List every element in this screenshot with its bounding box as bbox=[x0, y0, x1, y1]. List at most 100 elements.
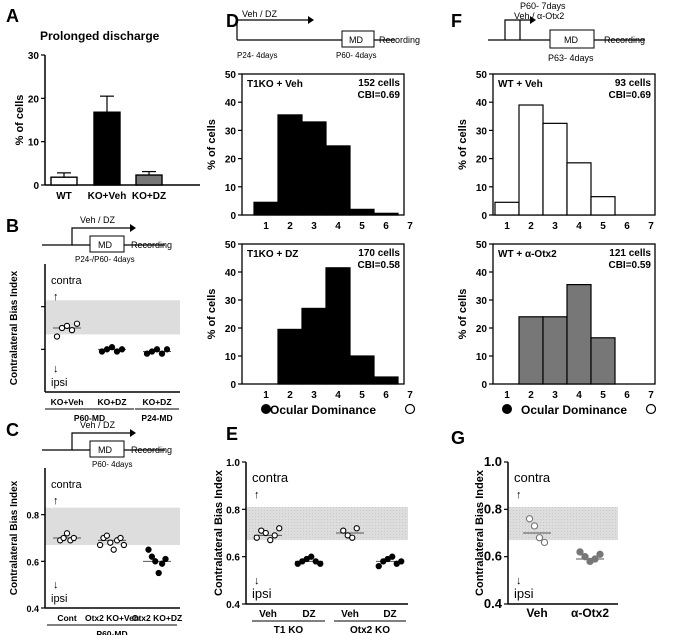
timeline-d-drug: Veh / DZ bbox=[242, 9, 278, 19]
c-x-tick-label: Cont bbox=[57, 613, 77, 623]
g-data-point bbox=[535, 534, 544, 542]
d-top-y-axis-label: % of cells bbox=[206, 119, 218, 170]
f-bottom-x-tick-label: 2 bbox=[528, 390, 534, 401]
c-contra-arrow: ↑ bbox=[53, 495, 59, 507]
f-bottom-x-tick-label: 3 bbox=[552, 390, 558, 401]
d-top-y-tick-label: 10 bbox=[225, 183, 237, 194]
d-top-title: T1KO + Veh bbox=[247, 79, 303, 90]
timeline-f-line bbox=[504, 19, 530, 40]
d-top-y-tick-label: 30 bbox=[225, 126, 237, 137]
e-data-point bbox=[271, 532, 278, 539]
b-contra-label: contra bbox=[51, 275, 82, 287]
c-ipsi-label: ipsi bbox=[51, 593, 68, 605]
b-data-point bbox=[153, 346, 161, 353]
timeline-c-arrowhead bbox=[130, 429, 136, 437]
f-bottom-y-tick-label: 10 bbox=[476, 352, 488, 363]
d-bottom-x-tick-label: 4 bbox=[335, 390, 341, 401]
f-bottom-ipsi-eye-marker bbox=[645, 403, 657, 415]
d-bottom-y-tick-label: 40 bbox=[225, 268, 237, 279]
b-data-point bbox=[53, 333, 61, 340]
panel-f-chart-bottom: 0 10 20 30 40 50 % of cells WT + α-Otx2 121 cell… bbox=[457, 240, 657, 417]
a-bar bbox=[135, 174, 163, 186]
d-bottom-bar bbox=[373, 376, 399, 385]
timeline-d-arrowhead bbox=[308, 16, 314, 24]
f-bottom-contra-eye-marker bbox=[502, 404, 512, 414]
panel-f-timeline: P60- 7days Veh / α-Otx2 MD Recording P63… bbox=[488, 1, 645, 63]
g-data-point bbox=[581, 553, 589, 561]
timeline-b-line bbox=[42, 227, 130, 246]
c-data-point bbox=[70, 534, 77, 542]
panel-d-timeline: Veh / DZ MD Recording P24- 4days P60- 4d… bbox=[236, 9, 420, 60]
g-data-point bbox=[596, 550, 604, 558]
b-ipsi-arrow: ↓ bbox=[53, 363, 59, 375]
f-top-bar bbox=[590, 196, 616, 216]
f-top-cells: 93 cells bbox=[615, 78, 652, 89]
b-x-tick-label: KO+DZ bbox=[142, 397, 171, 407]
timeline-d-box-label: MD bbox=[349, 35, 363, 45]
d-bottom-y-tick-label: 20 bbox=[225, 324, 237, 335]
f-top-bar bbox=[542, 122, 568, 216]
g-y-tick-label: 0.6 bbox=[484, 549, 502, 564]
g-data-point bbox=[591, 555, 599, 563]
f-top-y-axis-label: % of cells bbox=[457, 119, 469, 170]
timeline-b-md-box bbox=[89, 235, 125, 253]
timeline-f-arrowhead bbox=[530, 16, 536, 24]
panel-letter-c: C bbox=[6, 420, 19, 440]
f-top-x-tick-label: 6 bbox=[624, 221, 630, 232]
d-bottom-x-tick-label: 6 bbox=[383, 390, 389, 401]
d-top-bar bbox=[373, 212, 399, 216]
timeline-b-arrowhead bbox=[130, 224, 136, 232]
f-bottom-y-tick-label: 20 bbox=[476, 324, 488, 335]
d-top-x-tick-label: 4 bbox=[335, 221, 341, 232]
c-data-point bbox=[152, 558, 159, 565]
panel-c-timeline: Veh / DZ MD Recording P60- 4days bbox=[42, 420, 172, 469]
d-bottom-x-tick-label: 1 bbox=[263, 390, 269, 401]
e-data-point bbox=[308, 553, 315, 560]
g-y-tick-label: 1.0 bbox=[484, 454, 502, 469]
panel-letter-b: B bbox=[6, 216, 19, 236]
e-x-tick-label: DZ bbox=[302, 609, 315, 620]
c-data-point bbox=[103, 532, 111, 539]
f-top-bar bbox=[494, 201, 520, 216]
f-bottom-x-tick-label: 5 bbox=[600, 390, 606, 401]
panel-f: P60- 7days Veh / α-Otx2 MD Recording P63… bbox=[457, 1, 657, 417]
a-y-tick-label: 20 bbox=[28, 94, 40, 105]
f-bottom-bar bbox=[542, 316, 568, 385]
b-group-label: P60-MD bbox=[74, 413, 105, 423]
d-bottom-bar bbox=[301, 307, 327, 385]
a-y-tick-label: 30 bbox=[28, 51, 40, 62]
g-contra-label: contra bbox=[514, 470, 551, 485]
f-bottom-y-tick-label: 40 bbox=[476, 268, 488, 279]
b-data-point bbox=[63, 322, 71, 330]
f-bottom-y-tick-label: 0 bbox=[481, 380, 487, 391]
d-bottom-x-tick-label: 2 bbox=[287, 390, 293, 401]
c-data-point bbox=[162, 555, 169, 563]
g-x-tick-label: α-Otx2 bbox=[571, 606, 609, 620]
d-top-x-tick-label: 3 bbox=[311, 221, 317, 232]
e-y-tick-label: 0.6 bbox=[226, 553, 240, 564]
e-data-point bbox=[349, 534, 356, 541]
c-x-tick-label: Otx2 KO+DZ bbox=[132, 613, 182, 623]
b-data-point bbox=[158, 350, 166, 357]
d-bottom-y-tick-label: 50 bbox=[225, 240, 237, 251]
timeline-f-drug2: Veh / α-Otx2 bbox=[514, 11, 564, 21]
a-x-tick-label: KO+DZ bbox=[132, 191, 166, 202]
timeline-f-md-box bbox=[549, 29, 595, 49]
d-bottom-x-axis-label: Ocular Dominance bbox=[270, 403, 376, 417]
d-bottom-title: T1KO + DZ bbox=[247, 249, 298, 260]
f-bottom-x-tick-label: 7 bbox=[648, 390, 654, 401]
a-bar bbox=[93, 111, 121, 186]
panel-c: Veh / DZ MD Recording P60- 4days 0.40.60… bbox=[9, 420, 182, 635]
d-bottom-cells: 170 cells bbox=[358, 248, 400, 259]
e-data-point bbox=[353, 525, 360, 532]
f-top-x-tick-label: 1 bbox=[504, 221, 510, 232]
e-data-point bbox=[375, 562, 382, 570]
timeline-b-drug: Veh / DZ bbox=[80, 215, 116, 225]
timeline-c-md-box bbox=[89, 440, 125, 458]
e-data-point bbox=[389, 553, 396, 560]
panel-c-chart: 0.4 0.6 0.8 Contralateral Bias Index contra ↑… bbox=[9, 468, 182, 635]
e-group-label: T1 KO bbox=[274, 625, 304, 635]
e-y-axis-label: Contralateral Bias Index bbox=[213, 469, 225, 596]
f-top-bar bbox=[518, 104, 544, 216]
